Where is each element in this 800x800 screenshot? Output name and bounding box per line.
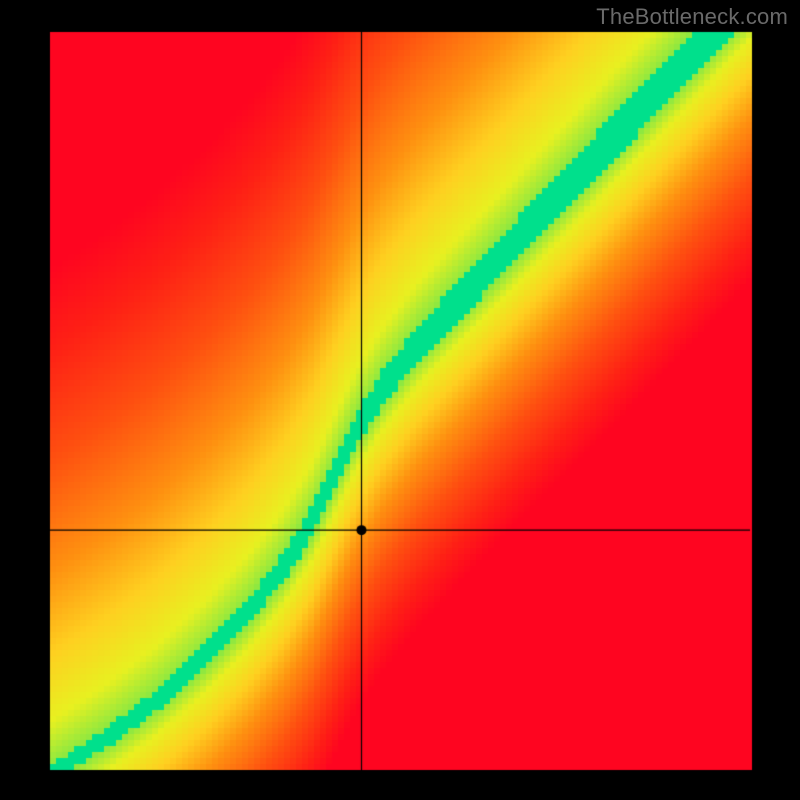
chart-container: TheBottleneck.com [0,0,800,800]
bottleneck-heatmap [0,0,800,800]
watermark-text: TheBottleneck.com [596,4,788,30]
